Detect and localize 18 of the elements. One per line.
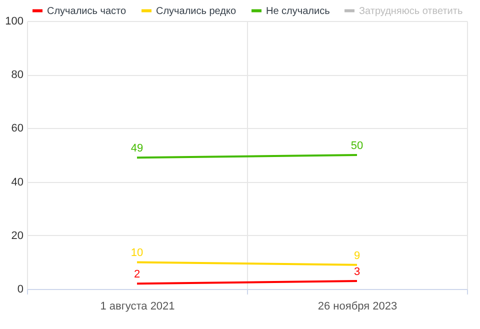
- data-label: 9: [354, 250, 360, 262]
- legend-label: Не случались: [266, 6, 330, 17]
- data-label: 10: [130, 247, 144, 260]
- y-tick-label: 40: [11, 176, 24, 188]
- y-tick-label: 100: [5, 16, 24, 28]
- legend-label: Затрудняюсь ответить: [359, 6, 463, 17]
- y-tick-label: 60: [11, 122, 24, 135]
- legend-label: Случались часто: [47, 6, 126, 17]
- y-tick-label: 80: [11, 69, 24, 82]
- y-tick-label: 0: [17, 284, 24, 296]
- data-label: 49: [130, 142, 144, 155]
- legend-label: Случались редко: [156, 6, 236, 17]
- y-tick-label: 20: [11, 230, 24, 242]
- x-tick-label: 26 ноября 2023: [318, 300, 398, 312]
- data-label: 50: [350, 140, 364, 152]
- data-label: 3: [354, 266, 360, 278]
- x-tick-label: 1 августа 2021: [100, 300, 175, 312]
- data-label: 2: [134, 268, 140, 281]
